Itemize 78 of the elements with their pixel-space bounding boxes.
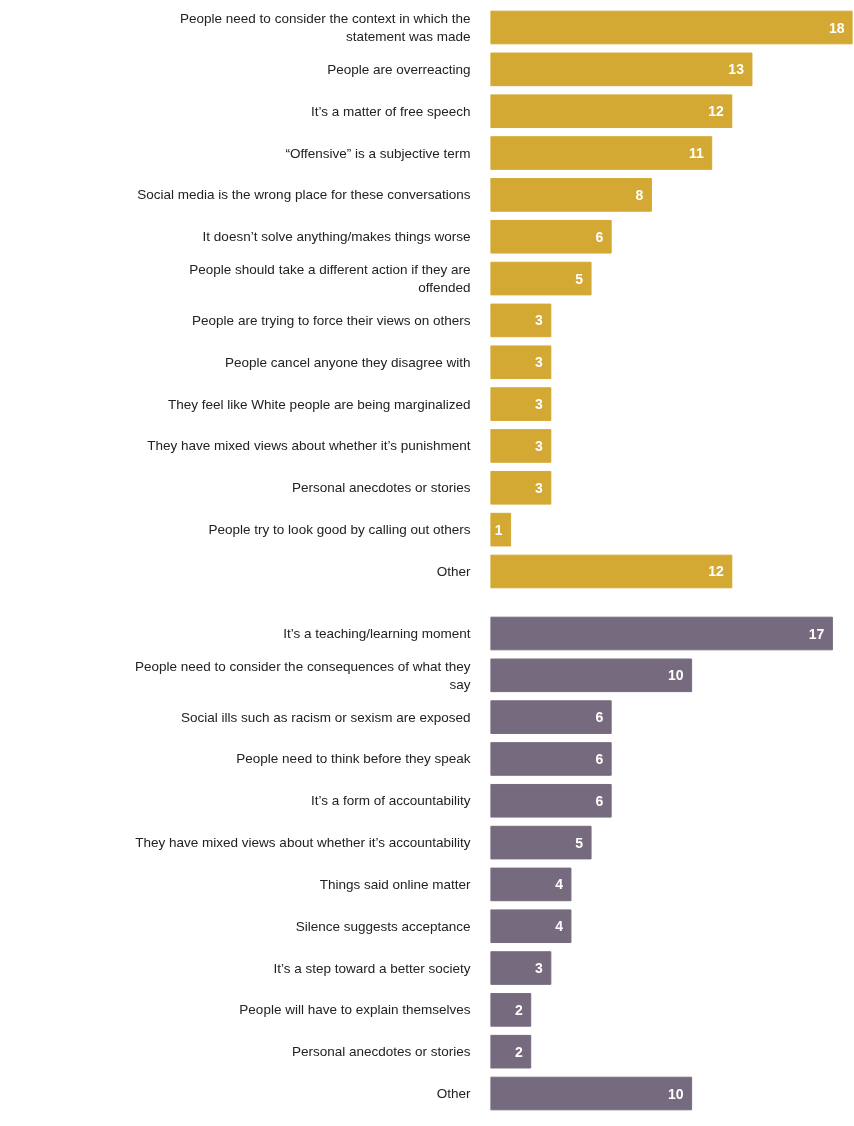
y-tick-label: People try to look good by calling out others [208, 522, 471, 538]
y-tick-label: Things said online matter [319, 876, 471, 892]
data-label: 12 [708, 563, 725, 580]
y-tick-label: They feel like White people are being marginalized [168, 396, 471, 412]
y-tick-label: Other [436, 563, 471, 579]
bar [490, 658, 693, 693]
data-label: 3 [535, 312, 544, 329]
data-label: 3 [535, 354, 544, 371]
bar [490, 470, 552, 505]
data-label: 12 [708, 103, 725, 120]
data-label: 4 [555, 918, 564, 935]
data-label: 17 [808, 625, 825, 642]
bar [490, 700, 612, 734]
y-tick-label: People will have to explain themselves [239, 1002, 471, 1018]
bar [490, 94, 733, 129]
y-tick-label: Personal anecdotes or stories [291, 1044, 471, 1060]
data-label: 6 [595, 750, 604, 767]
data-label: 3 [535, 396, 544, 413]
data-label: 1 [494, 521, 503, 538]
y-tick-label: People should take a different action if they are offended [189, 262, 471, 296]
data-label: 6 [595, 709, 604, 726]
y-tick-label: People cancel anyone they disagree with [225, 354, 471, 370]
bar [490, 742, 612, 776]
bar [490, 219, 612, 254]
bar [490, 261, 592, 296]
y-tick-label: People need to consider the context in which the statement was made [180, 11, 471, 45]
y-tick-label: People are trying to force their views on others [192, 312, 471, 328]
bar [490, 783, 612, 818]
y-tick-label: Personal anecdotes or stories [291, 480, 471, 496]
data-label: 4 [555, 876, 564, 893]
y-tick-label: Social media is the wrong place for these conversations [137, 187, 471, 203]
bar [490, 178, 652, 212]
data-label: 6 [595, 228, 604, 245]
data-label: 3 [535, 437, 544, 454]
bar [490, 10, 853, 45]
y-tick-label: Other [436, 1086, 471, 1101]
bar [490, 52, 753, 87]
data-label: 2 [514, 1043, 523, 1060]
bar [490, 429, 552, 463]
y-tick-label: It’s a matter of free speech [310, 103, 471, 119]
bar [490, 825, 592, 860]
data-label: 3 [535, 960, 544, 977]
y-tick-label: Silence suggests acceptance [295, 918, 471, 934]
bar [490, 867, 572, 902]
y-tick-label: It doesn’t solve anything/makes things worse [202, 229, 471, 245]
y-tick-label: People need to think before they speak [236, 751, 471, 767]
bar [490, 345, 552, 380]
data-label: 13 [728, 61, 745, 78]
data-label: 3 [535, 479, 544, 496]
data-label: 2 [514, 1001, 523, 1018]
data-label: 10 [668, 1085, 684, 1102]
bar [490, 554, 733, 589]
y-tick-label: Social ills such as racism or sexism are exposed [180, 709, 471, 725]
bar [490, 1034, 532, 1069]
y-tick-label: They have mixed views about whether it’s accountability [135, 835, 471, 851]
y-tick-label: It’s a teaching/learning moment [283, 626, 471, 641]
bar [490, 993, 532, 1027]
bar [490, 616, 833, 651]
bar [490, 909, 572, 944]
bar [490, 387, 552, 421]
bar [490, 303, 552, 338]
data-label: 8 [635, 186, 644, 203]
data-label: 5 [575, 270, 584, 287]
y-tick-label: They have mixed views about whether it’s punishment [147, 438, 471, 454]
data-label: 10 [668, 667, 684, 684]
bar [490, 951, 552, 985]
data-label: 6 [595, 792, 604, 809]
data-label: 18 [828, 19, 845, 36]
y-tick-label: People are overreacting [327, 61, 471, 77]
y-tick-label: It’s a form of accountability [310, 793, 471, 809]
bar [490, 136, 713, 170]
y-tick-label: “Offensive” is a subjective term [285, 145, 471, 161]
bar [490, 1076, 693, 1111]
bar [490, 512, 512, 547]
data-label: 5 [575, 834, 584, 851]
y-tick-label: It’s a step toward a better society [273, 960, 471, 976]
data-label: 11 [688, 145, 704, 162]
y-tick-label: People need to consider the consequences of what they say [135, 658, 471, 692]
